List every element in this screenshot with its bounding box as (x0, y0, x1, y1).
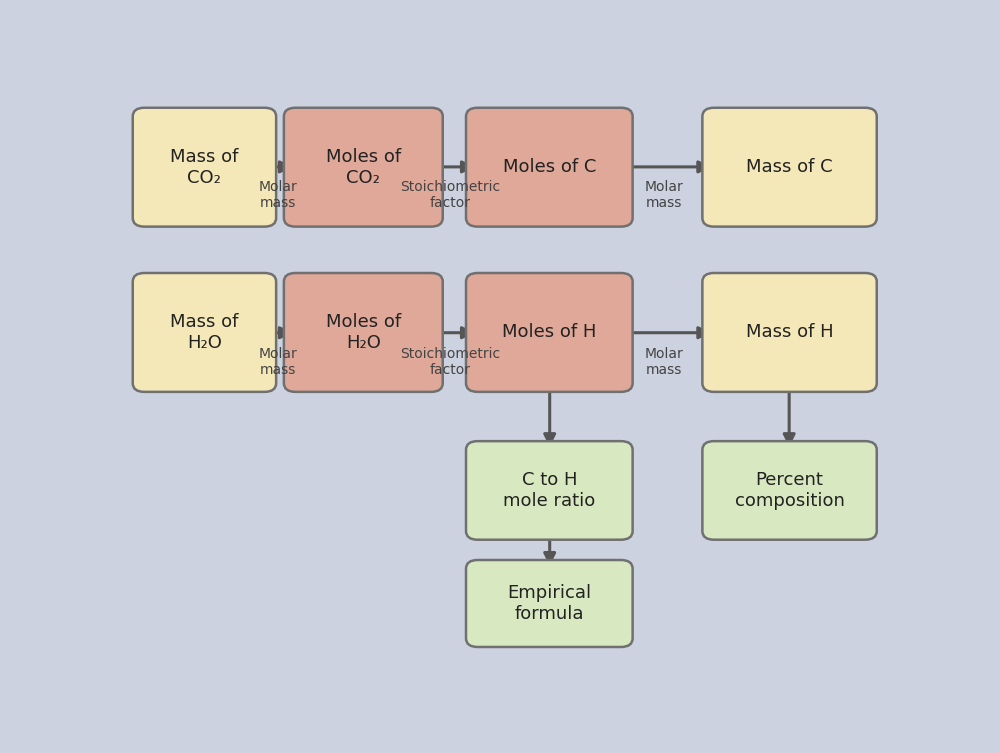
Text: Mass of
H₂O: Mass of H₂O (170, 313, 239, 352)
FancyBboxPatch shape (133, 273, 276, 392)
FancyBboxPatch shape (466, 108, 633, 227)
Text: Molar
mass: Molar mass (258, 346, 297, 376)
FancyBboxPatch shape (466, 560, 633, 647)
Text: Stoichiometric
factor: Stoichiometric factor (400, 346, 501, 376)
Text: Moles of
H₂O: Moles of H₂O (326, 313, 401, 352)
FancyBboxPatch shape (702, 108, 877, 227)
Text: Mass of C: Mass of C (746, 158, 833, 176)
FancyBboxPatch shape (466, 273, 633, 392)
FancyBboxPatch shape (702, 273, 877, 392)
Text: Empirical
formula: Empirical formula (507, 584, 591, 623)
Text: Moles of C: Moles of C (503, 158, 596, 176)
Text: Moles of
CO₂: Moles of CO₂ (326, 148, 401, 187)
FancyBboxPatch shape (284, 273, 443, 392)
Text: Moles of H: Moles of H (502, 324, 596, 341)
Text: Molar
mass: Molar mass (644, 346, 683, 376)
Text: Mass of
CO₂: Mass of CO₂ (170, 148, 239, 187)
Text: Percent
composition: Percent composition (735, 471, 844, 510)
Text: Stoichiometric
factor: Stoichiometric factor (400, 180, 501, 210)
FancyBboxPatch shape (284, 108, 443, 227)
FancyBboxPatch shape (466, 441, 633, 540)
Text: Molar
mass: Molar mass (258, 180, 297, 210)
Text: Mass of H: Mass of H (746, 324, 833, 341)
FancyBboxPatch shape (702, 441, 877, 540)
Text: Molar
mass: Molar mass (644, 180, 683, 210)
FancyBboxPatch shape (133, 108, 276, 227)
Text: C to H
mole ratio: C to H mole ratio (503, 471, 595, 510)
